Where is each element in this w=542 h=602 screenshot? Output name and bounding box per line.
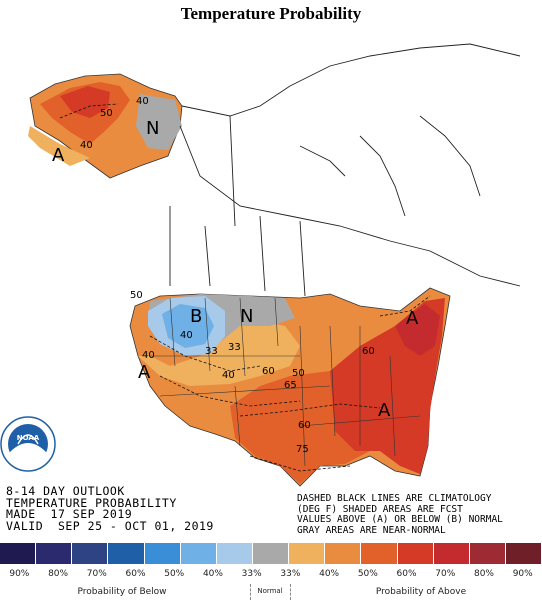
legend-swatch: [397, 543, 434, 564]
outlook-info: 8-14 DAY OUTLOOK TEMPERATURE PROBABILITY…: [6, 484, 214, 533]
contour-label-50: 50: [130, 290, 143, 301]
logo-text: NOAA: [17, 434, 40, 442]
note-line: VALUES ABOVE (A) OR BELOW (B) NORMAL: [297, 514, 503, 525]
below-marker: B: [190, 306, 202, 327]
legend-percentage: 90%: [512, 569, 533, 579]
contour-label-40: 40: [222, 370, 235, 381]
map-note: DASHED BLACK LINES ARE CLIMATOLOGY (DEG …: [297, 493, 537, 536]
legend-percentage: 33%: [280, 569, 301, 579]
contour-label-40: 40: [80, 140, 93, 151]
contour-label-60: 60: [362, 346, 375, 357]
legend-above-label: Probability of Above: [375, 587, 467, 597]
climatology-lines: [59, 103, 431, 472]
contour-label-40: 40: [136, 96, 149, 107]
legend-percentage: 50%: [164, 569, 185, 579]
legend-percentage: 40%: [319, 569, 340, 579]
legend-swatch: [36, 543, 73, 564]
contour-label-60: 60: [262, 366, 275, 377]
legend-swatch: [0, 543, 37, 564]
contour-label-75: 75: [296, 444, 309, 455]
legend-percentage: 80%: [48, 569, 69, 579]
legend-percentage: 50%: [357, 569, 378, 579]
contour-label-65: 65: [284, 380, 297, 391]
legend-swatch: [252, 543, 290, 564]
note-line: (DEG F) SHADED AREAS ARE FCST: [297, 503, 463, 515]
state-borders: [150, 297, 421, 467]
legend-normal-label: Normal: [257, 587, 283, 595]
outlook-line: 8-14 DAY OUTLOOK: [6, 484, 125, 498]
contour-label-60: 60: [298, 420, 311, 431]
legend-labels: Probability of Below Normal Probability …: [0, 584, 542, 600]
note-line: GRAY AREAS ARE NEAR-NORMAL: [297, 524, 446, 536]
outlook-line: VALID SEP 25 - OCT 01, 2019: [6, 518, 214, 533]
legend-swatch: [108, 543, 145, 564]
note-line: DASHED BLACK LINES ARE CLIMATOLOGY: [297, 493, 492, 504]
legend-swatch: [469, 543, 506, 564]
normal-marker: N: [146, 118, 159, 139]
legend-swatch: [289, 543, 326, 564]
legend-divider: [290, 584, 291, 600]
legend-color-bar: [0, 543, 542, 564]
legend-swatch: [325, 543, 362, 564]
normal-marker: N: [240, 306, 253, 327]
outlook-line: MADE 17 SEP 2019: [6, 507, 133, 521]
above-marker: A: [378, 400, 391, 421]
contour-label-50: 50: [100, 108, 113, 119]
conus-region: [129, 287, 451, 487]
legend-percentage: 40%: [202, 569, 223, 579]
noaa-logo: NOAA: [0, 416, 56, 472]
legend-swatch: [180, 543, 217, 564]
contour-label-33: 33: [228, 342, 241, 353]
contour-label-33: 33: [205, 346, 218, 357]
legend-percentage: 60%: [125, 569, 146, 579]
legend-below-label: Probability of Below: [77, 587, 167, 597]
legend-percentage: 80%: [473, 569, 494, 579]
contour-label-40: 40: [180, 330, 193, 341]
outlook-line: TEMPERATURE PROBABILITY: [6, 495, 177, 510]
canada-outline: [169, 43, 521, 297]
alaska-region: [28, 73, 183, 179]
legend-divider: [250, 584, 251, 600]
legend-percentage: 60%: [396, 569, 417, 579]
legend-percentage: 33%: [241, 569, 262, 579]
contour-label-50: 50: [292, 368, 305, 379]
legend-swatch: [361, 543, 398, 564]
above-marker: A: [406, 308, 419, 329]
legend-swatch: [72, 543, 109, 564]
above-marker: A: [138, 362, 151, 383]
legend-percentage: 70%: [86, 569, 107, 579]
legend-percentage: 90%: [9, 569, 30, 579]
map-title: Temperature Probability: [180, 4, 362, 23]
forecast-map: 50 40 40 A N B N A A A 40 40 40 33 33 50…: [0, 26, 542, 536]
legend-percentages: 90% 80% 70% 60% 50% 40% 33% 33% 40% 50% 60% 70% 80% 9…: [0, 569, 542, 579]
above-marker: A: [52, 145, 65, 166]
legend-swatch: [144, 543, 181, 564]
legend-percentage: 70%: [435, 569, 456, 579]
legend-swatch: [216, 543, 253, 564]
legend-swatch: [505, 543, 542, 564]
contour-label-40: 40: [142, 350, 155, 361]
legend-swatch: [433, 543, 470, 564]
